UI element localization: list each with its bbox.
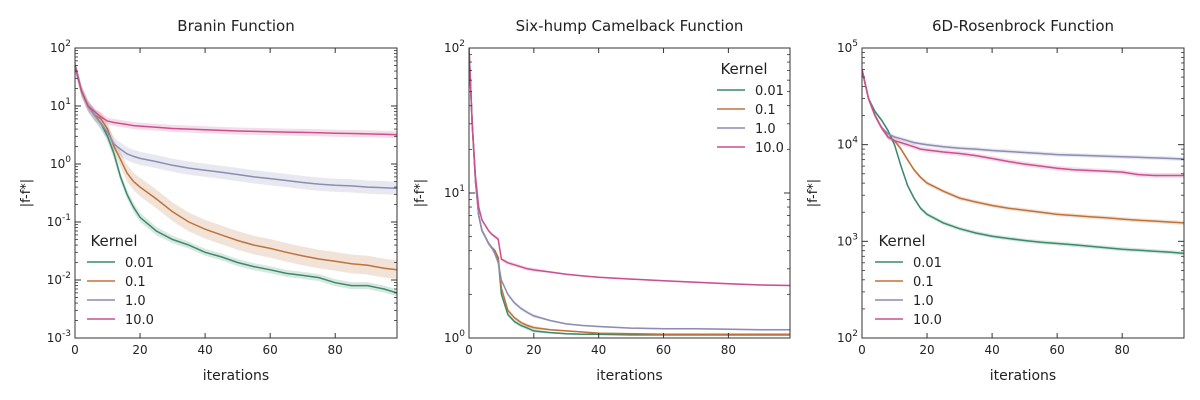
series-line-0.01 [75, 65, 397, 294]
y-tick-label: 103 [837, 232, 858, 248]
series-line-0.1 [75, 65, 397, 271]
plot-area [75, 59, 397, 297]
x-tick-label: 40 [984, 343, 999, 357]
y-tick-label: 102 [50, 39, 71, 55]
legend: Kernel 0.01 0.1 1.0 10.0 [717, 60, 784, 156]
legend-label-0.01: 0.01 [913, 256, 942, 271]
x-tick-label: 20 [526, 343, 541, 357]
x-tick-label: 60 [656, 343, 671, 357]
series-line-10.0 [75, 65, 397, 136]
y-tick-label: 10-3 [47, 329, 71, 345]
legend-label-0.01: 0.01 [125, 256, 154, 271]
series-band-0.1 [75, 59, 397, 280]
series-line-0.1 [469, 48, 790, 336]
series-band-1.0 [469, 48, 790, 331]
y-tick-label: 100 [444, 329, 465, 345]
legend-label-0.1: 0.1 [125, 275, 146, 290]
plot-area [862, 67, 1184, 256]
x-tick-label: 40 [197, 343, 212, 357]
x-tick-label: 40 [591, 343, 606, 357]
y-axis-label: |f-f*| [19, 179, 34, 207]
chart-title: Branin Function [177, 17, 294, 35]
legend-label-10.0: 10.0 [755, 141, 784, 156]
legend: Kernel 0.01 0.1 1.0 10.0 [87, 232, 154, 328]
x-tick-label: 0 [858, 343, 866, 357]
x-tick-label: 60 [1050, 343, 1065, 357]
x-tick-label: 80 [1115, 343, 1130, 357]
x-tick-label: 80 [328, 343, 343, 357]
series-line-1.0 [75, 65, 397, 190]
legend-label-1.0: 1.0 [755, 122, 776, 137]
y-tick-label: 10-2 [47, 271, 71, 287]
x-tick-label: 20 [919, 343, 934, 357]
x-axis-label: iterations [203, 368, 269, 384]
legend-title: Kernel [878, 232, 925, 250]
chart-title: Six-hump Camelback Function [516, 17, 744, 35]
legend-label-10.0: 10.0 [125, 313, 154, 328]
plot-frame [74, 47, 398, 339]
legend-label-10.0: 10.0 [913, 313, 942, 328]
y-tick-label: 101 [444, 184, 465, 200]
plot-area [469, 48, 790, 336]
series-line-1.0 [469, 48, 790, 331]
series-band-10.0 [75, 61, 397, 139]
series-band-10.0 [469, 48, 790, 287]
legend: Kernel 0.01 0.1 1.0 10.0 [875, 232, 942, 328]
x-tick-label: 0 [465, 343, 473, 357]
y-axis-label: |f-f*| [413, 179, 428, 207]
series-band-10.0 [862, 67, 1184, 178]
legend-label-1.0: 1.0 [125, 294, 146, 309]
legend-label-0.1: 0.1 [755, 103, 776, 118]
series-line-0.01 [469, 48, 790, 336]
y-tick-label: 105 [837, 39, 858, 55]
x-axis-label: iterations [990, 368, 1056, 384]
x-axis-label: iterations [596, 368, 662, 384]
x-tick-label: 20 [132, 343, 147, 357]
x-tick-label: 80 [721, 343, 736, 357]
legend-title: Kernel [90, 232, 137, 250]
y-tick-label: 102 [837, 329, 858, 345]
series-line-10.0 [469, 48, 790, 287]
chart-1: Branin Function 0 20 40 60 80 10-3 10-2 10-1 100 1… [19, 17, 398, 384]
plot-frame [861, 47, 1185, 339]
y-tick-label: 10-1 [47, 213, 71, 229]
y-axis-label: |f-f*| [806, 179, 821, 207]
y-tick-label: 104 [837, 136, 858, 152]
chart-2: Six-hump Camelback Function 0 20 40 60 80 100 1… [413, 17, 791, 384]
series-line-10.0 [862, 69, 1184, 177]
y-tick-label: 102 [444, 39, 465, 55]
y-tick-label: 100 [50, 155, 71, 171]
legend-title: Kernel [720, 60, 767, 78]
legend-label-0.01: 0.01 [755, 84, 784, 99]
x-tick-label: 0 [71, 343, 79, 357]
legend-label-0.1: 0.1 [913, 275, 934, 290]
chart-title: 6D-Rosenbrock Function [932, 17, 1114, 35]
x-tick-label: 60 [263, 343, 278, 357]
legend-label-1.0: 1.0 [913, 294, 934, 309]
series-line-1.0 [862, 69, 1184, 160]
plot-frame [468, 47, 791, 339]
y-tick-label: 101 [50, 97, 71, 113]
chart-3: 6D-Rosenbrock Function 0 20 40 60 80 102 103 104… [806, 17, 1185, 384]
